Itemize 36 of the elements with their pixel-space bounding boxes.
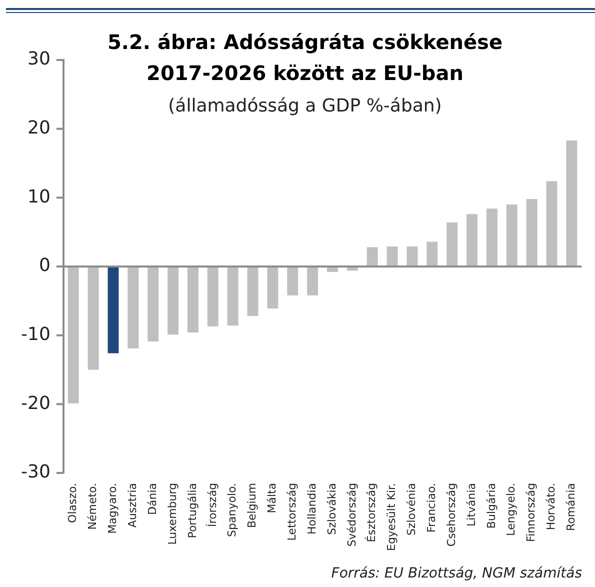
x-tick-label: Lengyelo. xyxy=(504,482,518,536)
x-tick-label: Svédország xyxy=(345,482,358,547)
x-tick-label: Szlovákia xyxy=(325,482,338,535)
y-tick-label: 20 xyxy=(27,117,50,138)
text: Forrás: EU Bizottság, NGM számítás xyxy=(331,566,582,582)
text: (államadósság a GDP %-ában) xyxy=(168,96,442,117)
x-tick-label: Luxemburg xyxy=(166,482,179,545)
y-tick-label: -10 xyxy=(20,324,50,345)
y-tick-label: 30 xyxy=(27,48,50,70)
x-tick-label: Litvánia xyxy=(464,482,478,526)
x-tick-label: Írország xyxy=(204,482,219,527)
x-tick-label: Németo. xyxy=(86,482,100,530)
x-tick-label: Észtország xyxy=(364,482,378,542)
x-tick-label: Portugália xyxy=(186,482,199,538)
x-tick-label: Finnország xyxy=(524,482,538,542)
x-tick-label: Olaszo. xyxy=(66,482,80,523)
x-tick-label: Belgium xyxy=(246,482,259,528)
chart-title: 5.2. ábra: Adósságráta csökkenése 2017-2026 között az EU-ban xyxy=(107,30,503,86)
x-tick-label: Franciao. xyxy=(425,482,438,533)
x-tick-label: Lettország xyxy=(285,482,298,541)
x-tick-label: Románia xyxy=(564,482,578,532)
x-tick-label: Spanyolo. xyxy=(226,482,239,537)
x-tick-label: Egyesült Kir. xyxy=(385,482,398,552)
y-tick-label: 0 xyxy=(38,255,50,276)
y-tick-label: -30 xyxy=(20,462,50,483)
x-tick-label: Bulgária xyxy=(484,482,498,529)
x-tick-label: Szlovénia xyxy=(405,482,418,536)
x-tick-label: Horváto. xyxy=(544,482,558,530)
y-tick-label: 10 xyxy=(27,186,50,208)
x-tick-label: Ausztria xyxy=(126,482,140,528)
x-tick-label: Csehország xyxy=(444,482,458,547)
x-tick-label: Málta xyxy=(266,482,279,514)
x-tick-label: Magyaro. xyxy=(106,482,120,534)
x-tick-label: Dánia xyxy=(146,482,159,515)
x-tick-label: Hollandia xyxy=(305,482,318,535)
y-tick-label: -20 xyxy=(20,392,50,414)
